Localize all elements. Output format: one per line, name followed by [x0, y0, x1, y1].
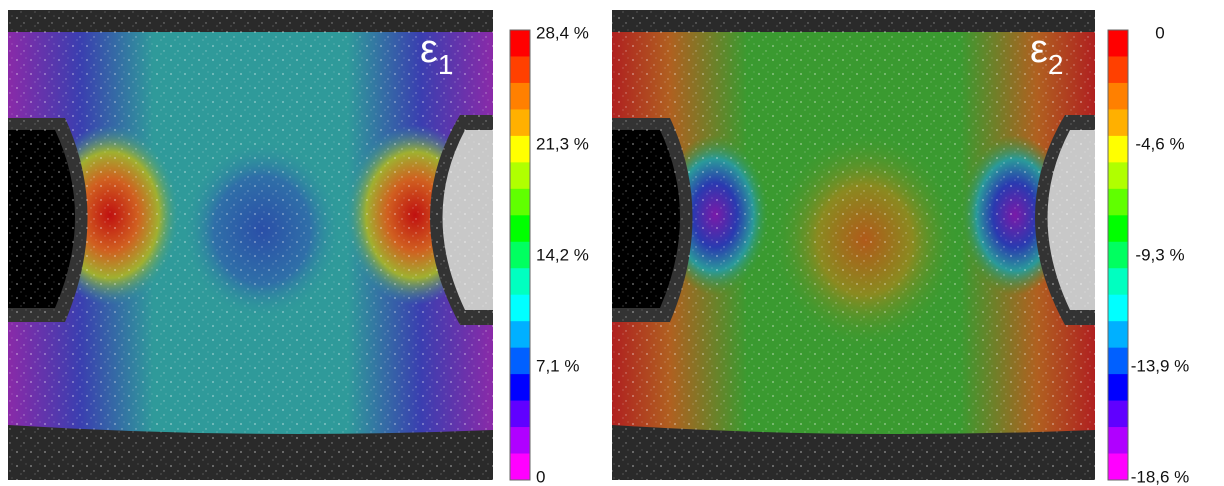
colorbar-segment — [510, 56, 530, 84]
colorbar-frame — [1107, 29, 1129, 481]
colorbar-label: -4,6 % — [1135, 134, 1184, 153]
colorbar-segment — [510, 347, 530, 375]
subscript: 2 — [1048, 49, 1064, 80]
colorbar-segment — [1108, 109, 1128, 137]
subscript: 1 — [438, 49, 454, 80]
colorbar-label: -18,6 % — [1131, 467, 1190, 486]
colorbar-segment — [510, 453, 530, 481]
colorbar-label: 28,4 % — [536, 23, 589, 42]
panel-label: ε1 — [420, 27, 453, 80]
colorbar-label: 14,2 % — [536, 245, 589, 264]
colorbar-segment — [510, 215, 530, 243]
colorbar-segment — [510, 321, 530, 349]
colorbar-segment — [510, 30, 530, 57]
symbol: ε — [420, 27, 438, 71]
symbol: ε — [1030, 27, 1048, 71]
colorbar-segment — [1108, 82, 1128, 110]
colorbar-segment — [1108, 347, 1128, 375]
colorbar-label: 21,3 % — [536, 134, 589, 153]
colorbar-segment — [1108, 453, 1128, 481]
colorbar-segment — [1108, 268, 1128, 296]
colorbar-segment — [1108, 374, 1128, 402]
colorbar-segment — [1108, 162, 1128, 190]
colorbar-segment — [510, 268, 530, 296]
colorbar-segment — [510, 109, 530, 137]
colorbar-segment — [1108, 241, 1128, 269]
colorbar-segment — [1108, 30, 1128, 57]
colorbar-segment — [510, 294, 530, 322]
colorbar-segment — [1108, 400, 1128, 428]
colorbar-segment — [1108, 56, 1128, 84]
colorbar-segment — [510, 82, 530, 110]
colorbar-segment — [510, 241, 530, 269]
colorbar-segment — [1108, 215, 1128, 243]
panel-label: ε2 — [1030, 27, 1063, 80]
colorbar-label: 7,1 % — [536, 356, 579, 375]
colorbar-segment — [510, 188, 530, 216]
strain-map — [8, 10, 493, 480]
colorbar-label: -13,9 % — [1131, 356, 1190, 375]
colorbar-segment — [1108, 321, 1128, 349]
colorbar-segment — [510, 400, 530, 428]
colorbar-segment — [510, 162, 530, 190]
colorbar-segment — [1108, 294, 1128, 322]
colorbar-segment — [510, 427, 530, 455]
colorbar-segment — [510, 135, 530, 163]
colorbar-segment — [1108, 135, 1128, 163]
colorbar-label: 0 — [1155, 23, 1164, 42]
colorbar-label: 0 — [536, 467, 545, 486]
colorbar-segment — [1108, 427, 1128, 455]
colorbar-label: -9,3 % — [1135, 245, 1184, 264]
colorbar-segment — [510, 374, 530, 402]
strain-map — [612, 10, 1095, 480]
colorbar-frame — [509, 29, 531, 481]
colorbar-segment — [1108, 188, 1128, 216]
